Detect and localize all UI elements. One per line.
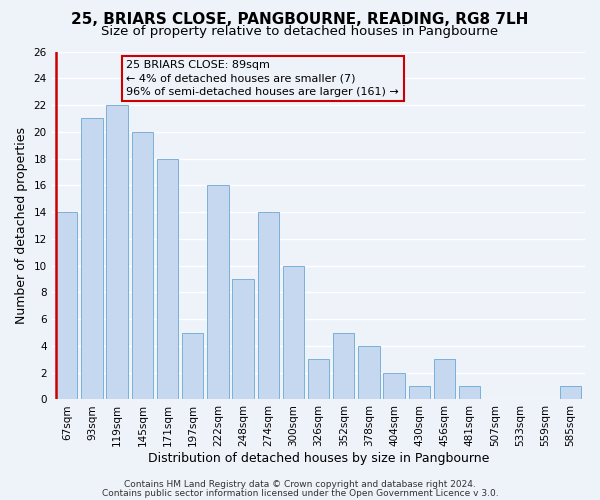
Bar bbox=[434, 360, 455, 400]
Bar bbox=[131, 132, 153, 400]
X-axis label: Distribution of detached houses by size in Pangbourne: Distribution of detached houses by size … bbox=[148, 452, 489, 465]
Y-axis label: Number of detached properties: Number of detached properties bbox=[15, 127, 28, 324]
Text: Size of property relative to detached houses in Pangbourne: Size of property relative to detached ho… bbox=[101, 25, 499, 38]
Bar bbox=[81, 118, 103, 400]
Bar bbox=[232, 279, 254, 400]
Bar bbox=[383, 372, 405, 400]
Text: Contains public sector information licensed under the Open Government Licence v : Contains public sector information licen… bbox=[101, 488, 499, 498]
Bar bbox=[182, 332, 203, 400]
Bar bbox=[157, 158, 178, 400]
Bar bbox=[308, 360, 329, 400]
Bar bbox=[207, 186, 229, 400]
Bar bbox=[333, 332, 355, 400]
Bar bbox=[459, 386, 481, 400]
Bar bbox=[358, 346, 380, 400]
Bar bbox=[409, 386, 430, 400]
Text: 25 BRIARS CLOSE: 89sqm
← 4% of detached houses are smaller (7)
96% of semi-detac: 25 BRIARS CLOSE: 89sqm ← 4% of detached … bbox=[127, 60, 399, 96]
Bar bbox=[257, 212, 279, 400]
Bar bbox=[560, 386, 581, 400]
Bar bbox=[56, 212, 77, 400]
Bar bbox=[283, 266, 304, 400]
Bar bbox=[106, 105, 128, 400]
Text: Contains HM Land Registry data © Crown copyright and database right 2024.: Contains HM Land Registry data © Crown c… bbox=[124, 480, 476, 489]
Text: 25, BRIARS CLOSE, PANGBOURNE, READING, RG8 7LH: 25, BRIARS CLOSE, PANGBOURNE, READING, R… bbox=[71, 12, 529, 28]
